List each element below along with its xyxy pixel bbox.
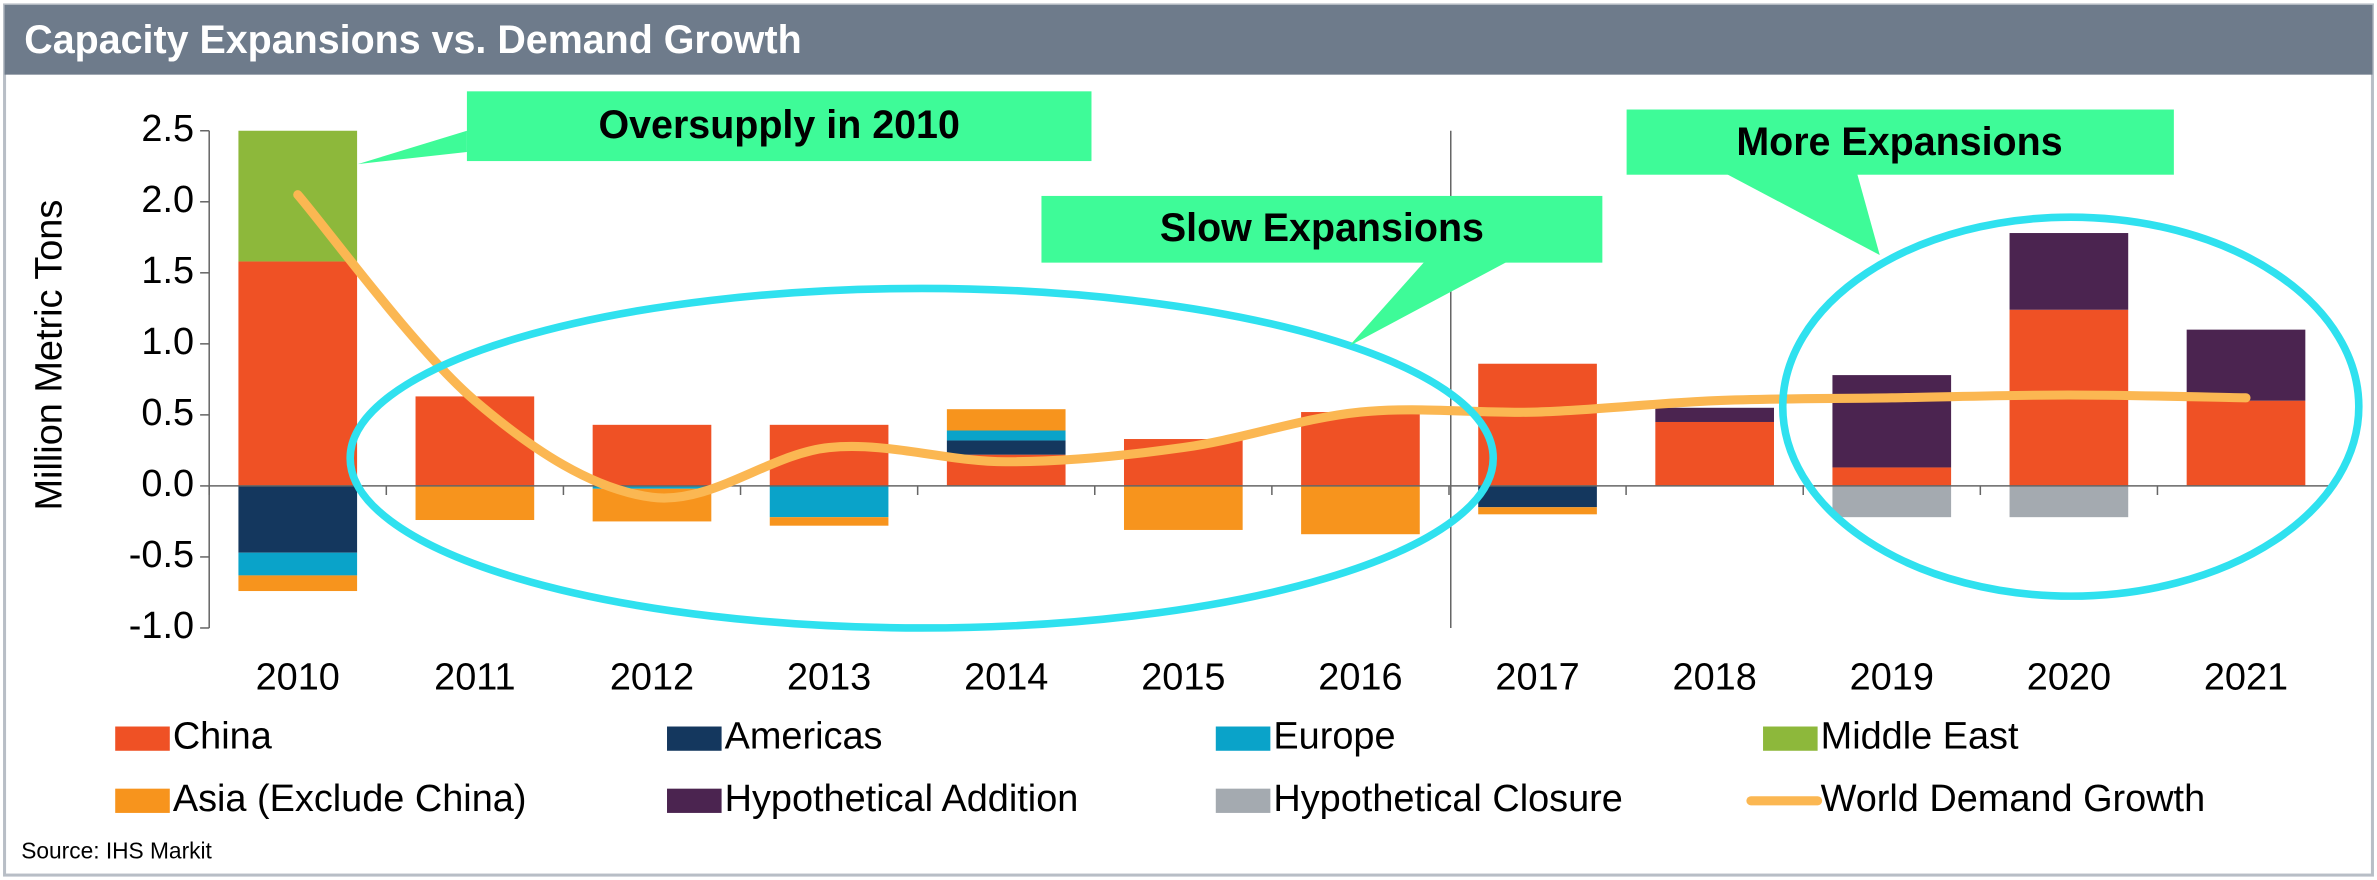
plot: 2.5 2.0 1.5 1.0 0.5 0.0 -0.5 -1.0 2010 2011 2012 20… (129, 108, 2335, 699)
x-tick-label: 2018 (1673, 657, 1757, 699)
legend-swatch (667, 726, 722, 751)
x-tick-label: 2019 (1850, 657, 1934, 699)
y-tick-label: 0.5 (141, 392, 194, 434)
x-tick-label: 2017 (1495, 657, 1579, 699)
bar (2009, 233, 2129, 310)
bar (2186, 400, 2306, 486)
bar (1301, 485, 1420, 535)
bar (415, 485, 535, 521)
x-tick-label: 2013 (787, 657, 871, 699)
bar (1655, 407, 1774, 422)
x-tick-label: 2011 (434, 657, 515, 699)
bar (2009, 485, 2129, 518)
y-tick-label: -1.0 (129, 605, 194, 647)
callout-box (466, 91, 1092, 162)
bar (946, 430, 1066, 441)
callout-tail (357, 130, 467, 165)
legend-label: China (173, 716, 273, 758)
annotations: Oversupply in 2010 Slow Expansions More … (346, 91, 2363, 632)
bar (1832, 485, 1952, 518)
bar (1478, 485, 1597, 508)
legend-swatch (1215, 788, 1271, 813)
bar (592, 485, 712, 489)
legend-swatch (115, 726, 170, 751)
legend-label: World Demand Growth (1821, 778, 2206, 820)
legend-swatch (115, 788, 170, 813)
bar (592, 424, 712, 486)
x-tick-label: 2012 (610, 657, 694, 699)
bar (238, 261, 358, 486)
callout-box (1626, 109, 2174, 175)
y-tick-label: 1.5 (141, 250, 194, 292)
bar (769, 517, 889, 526)
legend-label: Middle East (1821, 716, 2019, 758)
bar (238, 552, 358, 576)
bar (1832, 375, 1952, 468)
y-tick-label: -0.5 (129, 534, 194, 576)
callout-tail (1725, 173, 1880, 256)
ellipse (1778, 213, 2363, 600)
bar (1301, 412, 1420, 486)
annotation: More Expansions (1736, 120, 2062, 164)
bar (946, 440, 1066, 455)
bar (1123, 485, 1243, 530)
y-tick-label: 1.0 (141, 321, 194, 363)
bar (1478, 363, 1597, 486)
chart-title: Capacity Expansions vs. Demand Growth (24, 18, 801, 62)
bar (1832, 467, 1952, 486)
legend-swatch (1763, 726, 1818, 751)
bar (2186, 329, 2306, 401)
bar (415, 396, 535, 486)
bar (238, 485, 358, 553)
bar (1478, 507, 1597, 515)
legend-swatch (1215, 726, 1271, 751)
x-tick-label: 2016 (1318, 657, 1402, 699)
x-tick-label: 2010 (256, 657, 340, 699)
annotation: Slow Expansions (1160, 206, 1484, 250)
legend-label: Americas (725, 716, 883, 758)
header (4, 4, 2373, 75)
bar (1655, 421, 1774, 486)
legend-swatch (667, 788, 722, 813)
legend-label: Europe (1273, 716, 1395, 758)
bar (238, 575, 358, 592)
callout-box (1041, 195, 1603, 263)
source: Source: IHS Markit (21, 837, 212, 863)
y-axis-label: Million Metric Tons (29, 200, 71, 511)
legend: China Americas Europe Middle East Asia (Excl… (115, 716, 2205, 820)
legend-label: Hypothetical Addition (725, 778, 1079, 820)
annotation: Oversupply in 2010 (598, 103, 959, 147)
ellipse (346, 284, 1497, 632)
demand-line (293, 190, 2251, 503)
y-tick-label: 2.5 (141, 108, 194, 150)
x-tick-label: 2015 (1141, 657, 1225, 699)
legend-label: Hypothetical Closure (1273, 778, 1622, 820)
x-tick-label: 2020 (2027, 657, 2111, 699)
x-tick-label: 2021 (2204, 657, 2288, 699)
legend-label: Asia (Exclude China) (173, 778, 527, 820)
bar (946, 409, 1066, 431)
x-tick-label: 2014 (964, 657, 1048, 699)
y-tick-label: 2.0 (141, 179, 194, 221)
y-tick-label: 0.0 (141, 463, 194, 505)
bar (769, 485, 889, 518)
